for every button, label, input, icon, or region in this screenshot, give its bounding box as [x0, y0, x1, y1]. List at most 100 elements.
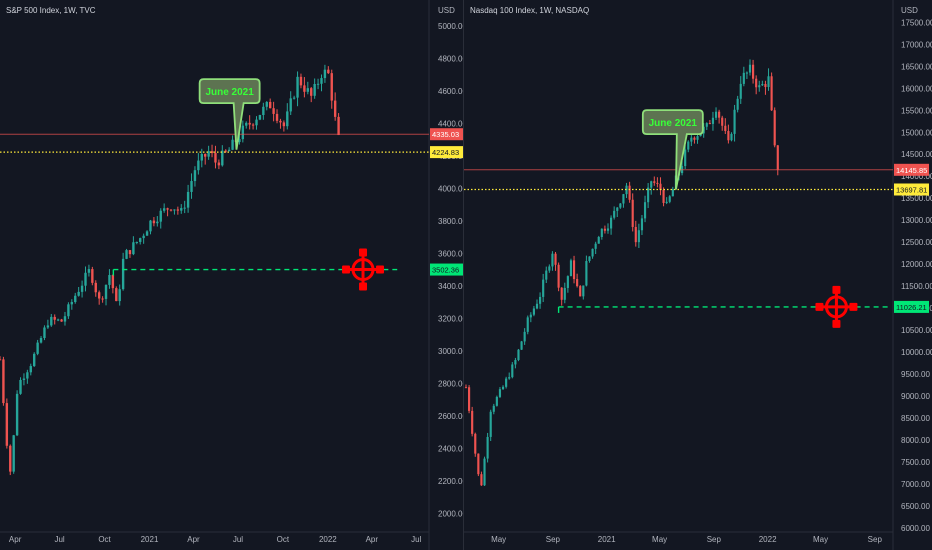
y-tick-label: 4600.00 — [438, 87, 463, 96]
candle-body — [166, 208, 169, 210]
target-nub — [832, 285, 841, 294]
candle-body — [43, 327, 46, 339]
candle-body — [721, 117, 724, 126]
candle-body — [292, 97, 296, 99]
candle-body — [337, 116, 340, 136]
candle-body — [12, 435, 15, 472]
candle-body — [752, 64, 755, 79]
y-tick-label: 13500.00 — [901, 194, 932, 203]
y-tick-label: 4000.00 — [438, 185, 463, 194]
candle-body — [50, 316, 53, 326]
y-tick-label: 12500.00 — [901, 238, 932, 247]
pane-divider[interactable] — [463, 0, 464, 550]
y-tick-label: 6000.00 — [901, 524, 930, 533]
candle-body — [687, 141, 690, 150]
price-label-box — [430, 263, 463, 276]
sp500-chart-pane[interactable]: USD5000.004800.004600.004400.004200.0040… — [0, 0, 463, 550]
candle-body — [662, 190, 665, 203]
candle-body — [303, 85, 306, 92]
candle-body — [733, 109, 736, 134]
y-tick-label: 6500.00 — [901, 502, 930, 511]
candle-body — [183, 207, 186, 209]
y-tick-label: 10500.00 — [901, 326, 932, 335]
candle-body — [306, 88, 310, 92]
price-label-text: 4335.03 — [432, 130, 459, 139]
candle-body — [176, 209, 180, 211]
candle-body — [610, 217, 613, 229]
y-tick-label: 17000.00 — [901, 40, 932, 49]
candle-body — [245, 122, 248, 126]
y-tick-label: 2800.00 — [438, 380, 463, 389]
candle-body — [251, 124, 255, 126]
nasdaq-chart-pane[interactable]: USD 17500.00 17000.00 16500.00 16000.00 15500… — [464, 0, 932, 550]
candle-body — [224, 150, 227, 152]
x-tick-label: Jul — [54, 535, 64, 544]
candle-body — [501, 386, 505, 390]
candle-body — [696, 136, 699, 140]
x-tick-label: Sep — [868, 535, 883, 544]
target-crosshair-icon — [342, 248, 385, 291]
candle-body — [39, 338, 43, 343]
candle-body — [613, 210, 616, 218]
candle-body — [579, 286, 582, 297]
candle-body — [108, 275, 111, 285]
candle-body — [761, 83, 764, 86]
candle-body — [650, 181, 653, 188]
y-tick-label: 3800.00 — [438, 217, 463, 226]
candle-body — [186, 191, 190, 208]
candle-body — [310, 88, 313, 96]
candle-body — [770, 76, 773, 111]
candle-body — [87, 269, 91, 273]
sp500-chart[interactable]: USD5000.004800.004600.004400.004200.0040… — [0, 0, 463, 550]
candle-body — [622, 194, 625, 204]
candle-body — [665, 201, 668, 203]
candle-body — [231, 139, 234, 150]
price-label-text: 4224.83 — [432, 148, 459, 157]
candle-body — [554, 253, 557, 265]
candle-body — [647, 187, 650, 203]
candle-body — [730, 133, 733, 141]
candle-body — [520, 341, 523, 350]
candle-body — [582, 285, 585, 297]
candle-body — [529, 314, 532, 318]
candle-body — [718, 111, 721, 118]
candle-body — [221, 150, 224, 166]
price-label-text: 14145.85 — [896, 166, 927, 175]
candle-body — [690, 137, 693, 142]
candle-body — [53, 316, 56, 320]
candle-body — [625, 185, 628, 195]
candle-body — [606, 228, 610, 231]
candle-body — [80, 285, 84, 292]
candle-body — [9, 445, 12, 472]
x-tick-label: May — [491, 535, 506, 544]
price-label-text: 3502.36 — [432, 266, 459, 275]
candle-body — [576, 279, 579, 287]
candle-body — [643, 202, 647, 219]
y-tick-label: 4800.00 — [438, 55, 463, 64]
candle-body — [517, 349, 520, 361]
nasdaq-chart[interactable]: USD 17500.00 17000.00 16500.00 16000.00 15500… — [464, 0, 932, 550]
candle-body — [316, 83, 320, 85]
candle-body — [727, 130, 730, 141]
sp500-chart-title: S&P 500 Index, 1W, TVC — [6, 6, 96, 15]
candle-body — [333, 100, 337, 117]
candle-body — [152, 220, 156, 224]
candle-body — [619, 203, 622, 208]
candle-body — [594, 243, 597, 249]
candle-body — [190, 181, 193, 192]
candle-body — [551, 253, 554, 267]
candle-body — [67, 304, 70, 317]
candle-body — [162, 208, 166, 211]
candle-body — [468, 387, 471, 411]
candle-body — [764, 83, 767, 88]
y-tick-label: 14500.00 — [901, 150, 932, 159]
y-tick-label: 2200.00 — [438, 477, 463, 486]
candle-body — [19, 379, 22, 394]
candle-body — [739, 83, 742, 99]
y-tick-label: 17500.00 — [901, 18, 932, 27]
candle-body — [526, 317, 529, 332]
candle-body — [204, 154, 207, 157]
x-tick-label: May — [813, 535, 828, 544]
candle-body — [585, 260, 588, 286]
candle-body — [708, 123, 711, 125]
